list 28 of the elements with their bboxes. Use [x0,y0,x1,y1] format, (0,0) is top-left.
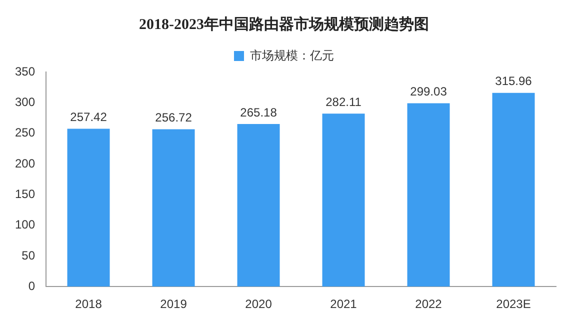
bar [407,103,450,287]
x-tick-label: 2021 [330,297,358,312]
bar [322,114,365,287]
y-tick-label: 200 [14,156,36,170]
y-tick-label: 300 [14,94,36,109]
x-tick-label: 2023E [496,297,531,312]
chart-title: 2018-2023年中国路由器市场规模预测趋势图 [139,14,429,33]
x-tick-label: 2020 [245,297,272,312]
y-tick-label: 100 [14,218,36,232]
y-tick-label: 150 [14,186,36,201]
data-label: 256.72 [155,110,192,125]
bar [67,128,110,287]
data-label: 282.11 [326,94,362,109]
data-label: 257.42 [70,110,108,124]
data-label: 315.96 [495,74,532,88]
bar [492,92,535,287]
x-tick-label: 2019 [160,297,188,312]
bar [152,129,195,287]
y-tick-label: 250 [14,126,36,140]
x-tick-label: 2022 [415,297,442,312]
data-label: 265.18 [240,105,278,120]
legend-label: 市场规模：亿元 [250,48,334,62]
y-tick-label: 0 [28,278,36,293]
bar [237,124,280,287]
data-label: 299.03 [410,84,448,99]
y-tick-label: 350 [14,64,36,78]
x-tick-label: 2018 [75,297,102,312]
y-tick-label: 50 [22,248,36,262]
